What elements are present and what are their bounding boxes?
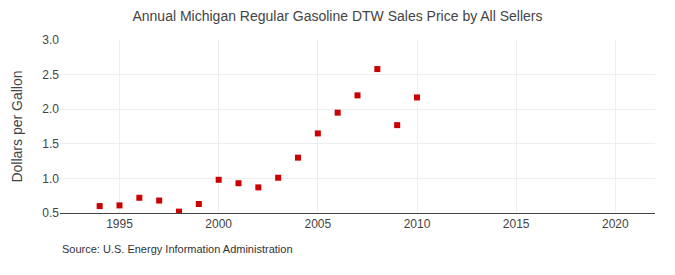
svg-text:Source: U.S. Energy Informatio: Source: U.S. Energy Information Administ…: [62, 243, 293, 255]
svg-text:3.0: 3.0: [42, 33, 59, 47]
svg-text:2015: 2015: [503, 217, 530, 231]
svg-text:0.5: 0.5: [42, 206, 59, 220]
svg-text:2000: 2000: [205, 217, 232, 231]
svg-text:1.5: 1.5: [42, 137, 59, 151]
svg-text:Dollars per Gallon: Dollars per Gallon: [9, 70, 25, 182]
svg-text:2010: 2010: [404, 217, 431, 231]
svg-text:1.0: 1.0: [42, 172, 59, 186]
svg-text:2020: 2020: [602, 217, 629, 231]
svg-text:2.0: 2.0: [42, 102, 59, 116]
svg-text:Annual Michigan Regular Gasoli: Annual Michigan Regular Gasoline DTW Sal…: [132, 8, 542, 24]
svg-text:2.5: 2.5: [42, 68, 59, 82]
svg-text:1995: 1995: [106, 217, 133, 231]
svg-text:2005: 2005: [304, 217, 331, 231]
